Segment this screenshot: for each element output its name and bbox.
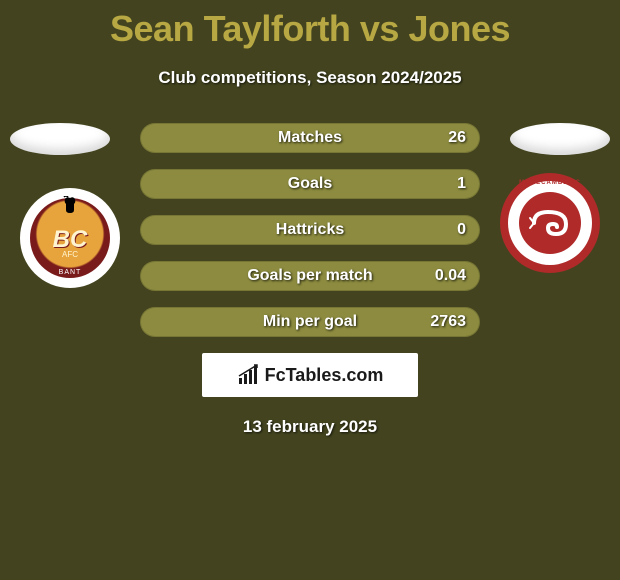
stat-right-value: 0.04	[435, 267, 466, 285]
subtitle: Club competitions, Season 2024/2025	[0, 68, 620, 88]
stat-row-matches: Matches 26	[140, 123, 480, 153]
club-badge-left-inner: BC AFC BANT	[30, 198, 110, 278]
club-badge-left: BC AFC BANT	[20, 188, 120, 288]
badge-left-bottom-text: BANT	[59, 269, 82, 276]
player-left-placeholder	[10, 123, 110, 155]
stat-right-value: 26	[448, 129, 466, 147]
stat-row-goals-per-match: Goals per match 0.04	[140, 261, 480, 291]
badge-right-arc-text: MORECAMBE FC	[508, 180, 592, 186]
club-badge-right-inner	[519, 192, 581, 254]
stat-right-value: 2763	[430, 313, 466, 331]
stat-row-min-per-goal: Min per goal 2763	[140, 307, 480, 337]
site-logo-box: FcTables.com	[202, 353, 418, 397]
page-title: Sean Taylforth vs Jones	[0, 0, 620, 50]
comparison-content: BC AFC BANT MORECAMBE FC Matches 26 Goal…	[0, 123, 620, 437]
badge-left-sub-text: AFC	[62, 250, 78, 259]
stat-rows: Matches 26 Goals 1 Hattricks 0 Goals per…	[140, 123, 480, 337]
stat-right-value: 1	[457, 175, 466, 193]
player-right-placeholder	[510, 123, 610, 155]
rooster-icon	[60, 196, 80, 220]
stat-label: Min per goal	[263, 313, 357, 331]
stat-row-goals: Goals 1	[140, 169, 480, 199]
date-text: 13 february 2025	[0, 417, 620, 437]
club-badge-right-ring: MORECAMBE FC	[508, 181, 592, 265]
club-badge-right: MORECAMBE FC	[500, 173, 600, 273]
shrimp-icon	[528, 208, 572, 238]
stat-label: Hattricks	[276, 221, 344, 239]
site-logo-text: FcTables.com	[265, 365, 384, 386]
stat-row-hattricks: Hattricks 0	[140, 215, 480, 245]
stat-right-value: 0	[457, 221, 466, 239]
chart-icon	[237, 364, 259, 386]
stat-label: Matches	[278, 129, 342, 147]
stat-label: Goals per match	[247, 267, 372, 285]
stat-label: Goals	[288, 175, 332, 193]
